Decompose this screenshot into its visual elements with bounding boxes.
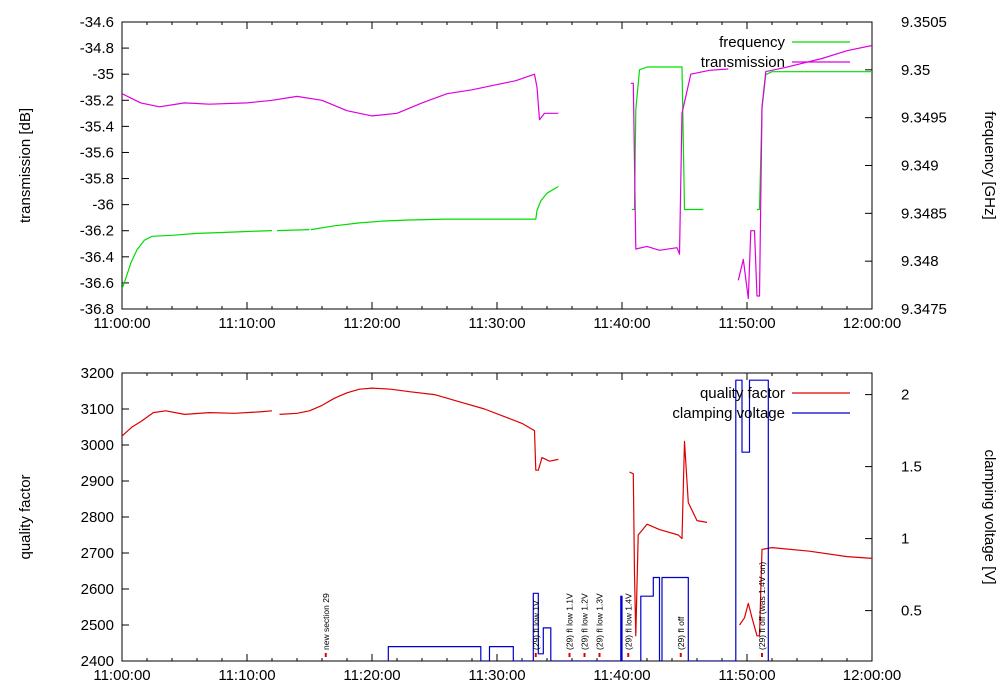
- x-tick-label: 11:30:00: [468, 315, 525, 332]
- top-panel-transmission-frequency: 11:00:00 11:10:00 11:20:00 11:30:00 11:40:00…: [17, 14, 998, 332]
- y2-tick-label: 2: [901, 387, 909, 404]
- y-tick-label: 2700: [81, 545, 114, 562]
- y-tick-label: -35.4: [80, 118, 114, 135]
- x-tick-label: 11:30:00: [468, 667, 525, 684]
- legend-label-quality-factor: quality factor: [700, 385, 785, 402]
- y2-tick-label: 9.35: [901, 62, 930, 79]
- y-tick-label: 2400: [81, 653, 114, 670]
- y2-tick-label: 1.5: [901, 459, 922, 476]
- y2-tick-label: 9.3505: [901, 14, 947, 31]
- x-tick-label: 11:40:00: [593, 315, 650, 332]
- annotation-label: (29) fl low 1V: [531, 600, 541, 650]
- annotation-label: (29) fl low 1.3V: [595, 593, 605, 650]
- frequency-line-segment: [276, 229, 310, 232]
- y2-tick-label: 9.3475: [901, 301, 947, 318]
- y2-tick-label: 9.3495: [901, 110, 947, 127]
- annotation-label: (29) fl off: [676, 616, 686, 650]
- quality-factor-line-segment: [629, 440, 708, 637]
- y2-tick-label: 9.349: [901, 158, 939, 175]
- x-tick-label: 11:10:00: [218, 315, 275, 332]
- y-tick-label: -35.6: [80, 144, 114, 161]
- y-tick-label: 3000: [81, 437, 114, 454]
- transmission-line-segment: [737, 44, 872, 300]
- y-tick-label: 3200: [81, 365, 114, 382]
- frequency-line-segment: [632, 66, 704, 211]
- y-tick-label: 2900: [81, 473, 114, 490]
- clamping-voltage-line-segment: [387, 379, 769, 661]
- x-tick-label: 12:00:00: [843, 667, 901, 684]
- y-tick-label: 2800: [81, 509, 114, 526]
- x-tick-label: 11:10:00: [218, 667, 275, 684]
- frequency-line-segment: [757, 71, 872, 211]
- series-quality-factor: [122, 387, 872, 637]
- annotation-label: (29) fl low 1.2V: [580, 593, 590, 650]
- frequency-line-segment: [122, 230, 273, 290]
- y2-tick-label: 1: [901, 531, 909, 548]
- annotation-label: (29) fl low 1.1V: [565, 593, 575, 650]
- x-tick-label: 11:20:00: [343, 667, 400, 684]
- x-tick-label: 12:00:00: [843, 315, 901, 332]
- quality-factor-line-segment: [279, 387, 559, 471]
- x-tick-label: 11:00:00: [93, 315, 150, 332]
- y2-axis-title: frequency [GHz]: [981, 111, 998, 219]
- x-tick-label: 11:00:00: [93, 667, 150, 684]
- transmission-line-segment: [630, 68, 729, 255]
- x-tick-label: 11:50:00: [718, 315, 775, 332]
- plot-area: [122, 44, 872, 300]
- x-tick-label: 11:50:00: [718, 667, 775, 684]
- x-tick-label: 11:20:00: [343, 315, 400, 332]
- quality-factor-line-segment: [739, 546, 872, 637]
- bottom-panel-quality-factor-clamping-voltage: 11:00:00 11:10:00 11:20:00 11:30:00 11:40:00…: [17, 365, 998, 684]
- y-tick-label: 2600: [81, 581, 114, 598]
- quality-factor-line-segment: [122, 410, 273, 437]
- y-tick-label: -36: [92, 197, 114, 214]
- annotation-label: (29) fl low 1.4V: [623, 593, 633, 650]
- y-tick-label: -36.2: [80, 223, 114, 240]
- y-tick-label: -36.6: [80, 275, 114, 292]
- y-axis-title: transmission [dB]: [17, 108, 34, 223]
- legend-label-clamping-voltage: clamping voltage: [672, 405, 785, 422]
- series-frequency: [122, 66, 872, 290]
- y-tick-label: -36.8: [80, 301, 114, 318]
- legend-label-frequency: frequency: [719, 34, 785, 51]
- y2-tick-label: 9.3485: [901, 205, 947, 222]
- transmission-line-segment: [122, 73, 559, 121]
- y-tick-label: -34.8: [80, 40, 114, 57]
- y-axis-title: quality factor: [17, 474, 34, 559]
- legend-label-transmission: transmission: [701, 54, 785, 71]
- y-tick-label: 2500: [81, 617, 114, 634]
- y2-tick-label: 0.5: [901, 603, 922, 620]
- y-tick-label: -36.4: [80, 249, 114, 266]
- annotation-label: new section 29: [321, 593, 331, 650]
- frequency-line-segment: [310, 185, 559, 231]
- series-clamping-voltage: [387, 379, 769, 661]
- y-tick-label: -35: [92, 66, 114, 83]
- y-tick-label: -35.8: [80, 171, 114, 188]
- y2-tick-label: 9.348: [901, 253, 939, 270]
- plot-area: [122, 379, 872, 661]
- y2-axis-title: clamping voltage [V]: [981, 449, 998, 584]
- annotation-label: (29) fl off (was 1.4V on): [757, 562, 767, 650]
- legend: quality factor clamping voltage: [672, 385, 850, 422]
- series-transmission: [122, 44, 872, 300]
- y-tick-label: 3100: [81, 401, 114, 418]
- x-tick-label: 11:40:00: [593, 667, 650, 684]
- y-tick-label: -34.6: [80, 14, 114, 31]
- legend: frequency transmission: [701, 34, 850, 71]
- y-tick-label: -35.2: [80, 92, 114, 109]
